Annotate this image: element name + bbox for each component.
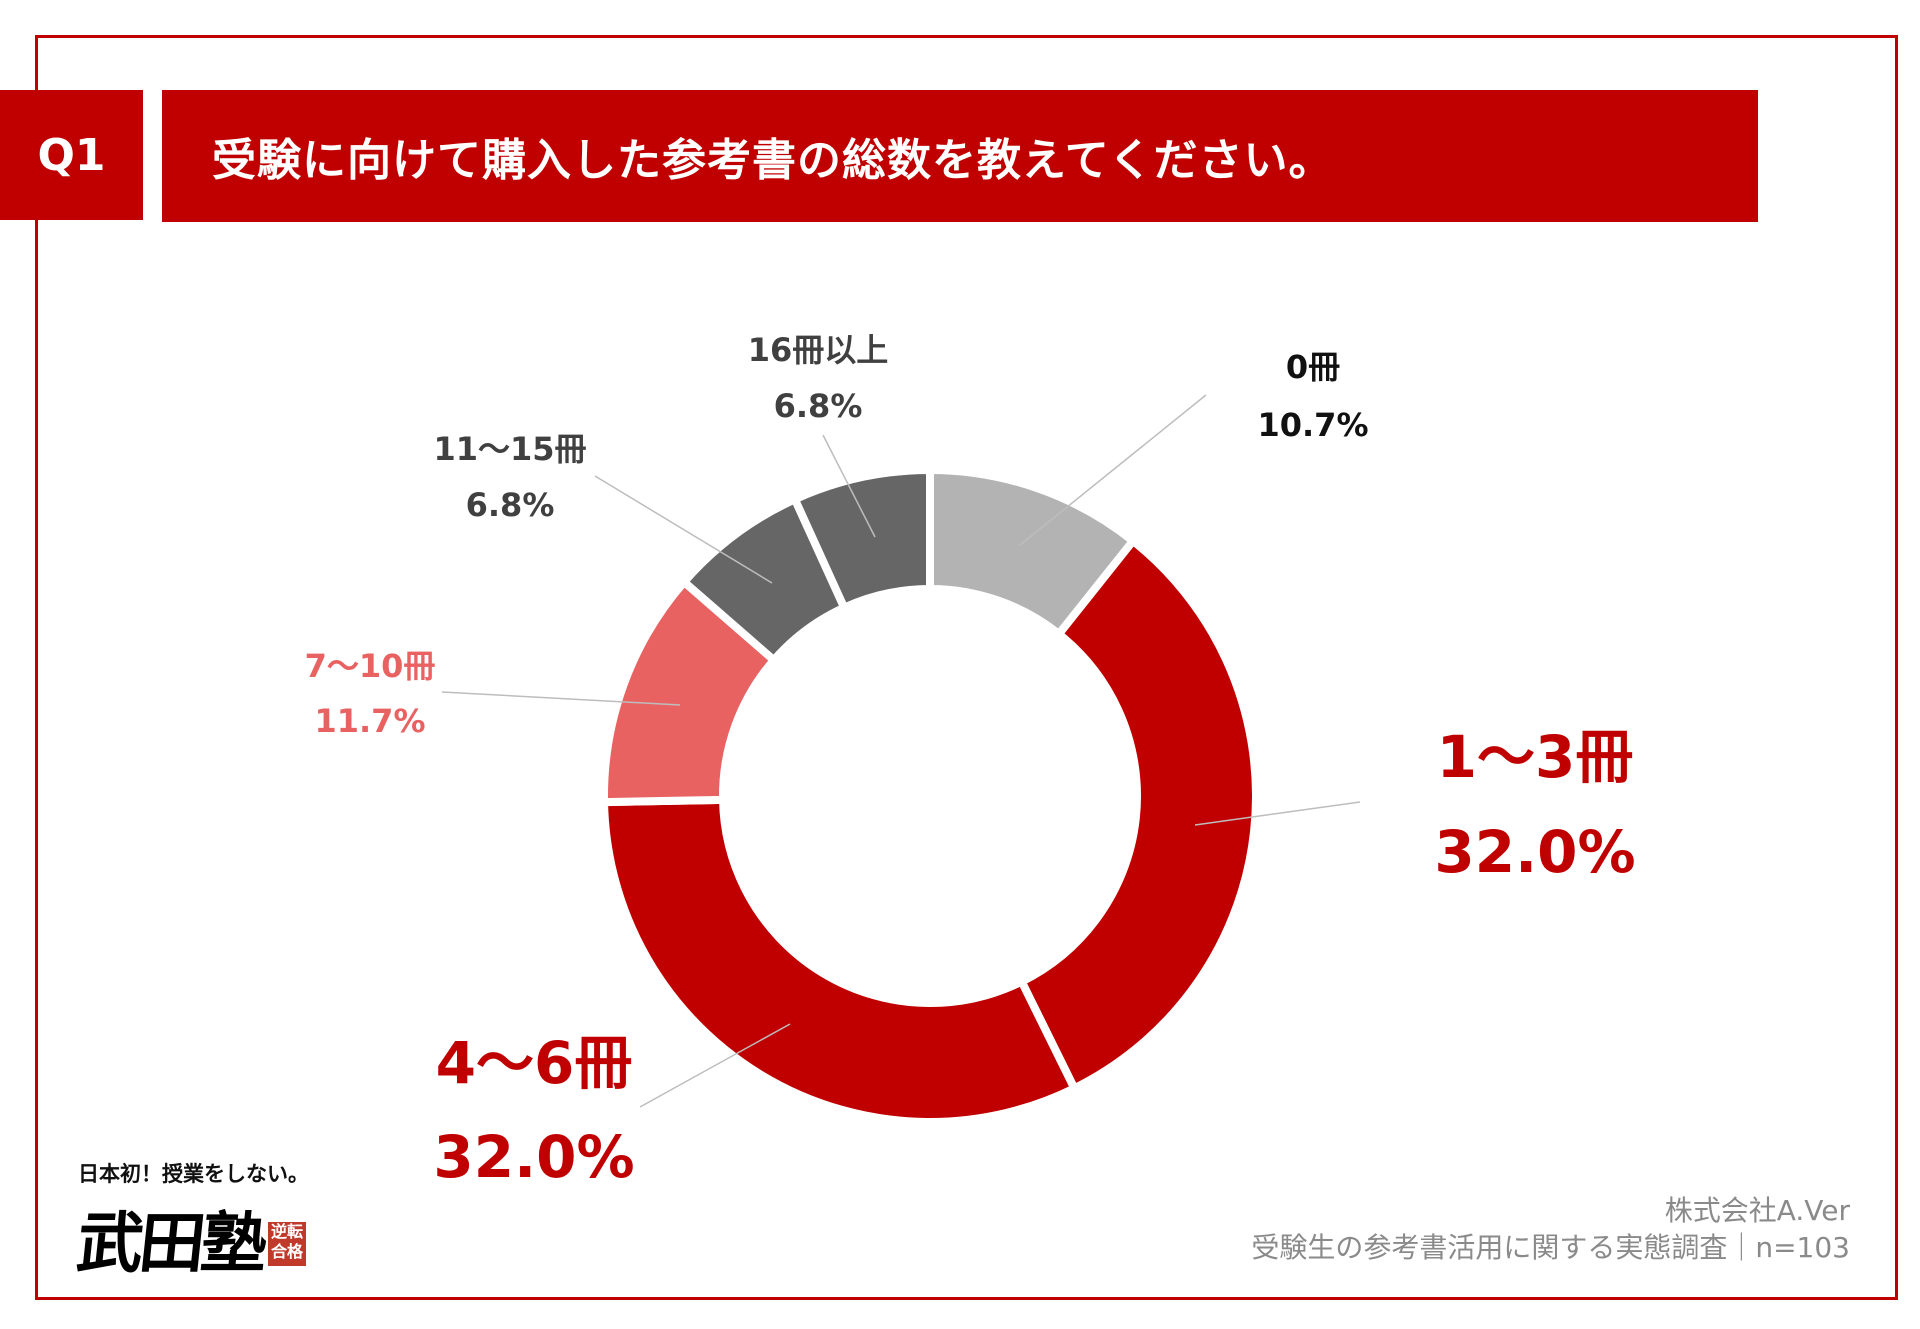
logo: 武田塾	[73, 1204, 268, 1282]
category-label-3: 7〜10冊	[304, 647, 436, 685]
category-label-5: 16冊以上	[747, 331, 889, 369]
leader-line-2	[639, 1023, 791, 1108]
category-label-0: 0冊	[1285, 348, 1341, 386]
leader-line-0	[1019, 394, 1207, 546]
donut-slice-5	[789, 465, 934, 613]
category-label-4: 11〜15冊	[433, 430, 587, 468]
logo-stamp: 逆転合格	[268, 1222, 306, 1266]
frame-border	[35, 35, 1898, 1300]
question-title: 受験に向けて購入した参考書の総数を教えてください。	[162, 90, 1758, 222]
leader-line-5	[822, 434, 876, 538]
leader-line-4	[594, 475, 773, 584]
donut-slice-1	[1016, 535, 1260, 1094]
value-label-2: 32.0%	[433, 1123, 635, 1191]
value-label-3: 11.7%	[314, 702, 426, 740]
donut-slice-2	[599, 795, 1080, 1126]
footer-company: 株式会社A.Ver	[1664, 1194, 1850, 1227]
category-label-2: 4〜6冊	[435, 1029, 633, 1097]
leader-line-3	[441, 691, 681, 706]
value-label-4: 6.8%	[465, 486, 555, 524]
value-label-0: 10.7%	[1257, 406, 1369, 444]
category-label-1: 1〜3冊	[1436, 723, 1634, 791]
value-label-1: 32.0%	[1434, 818, 1636, 886]
logo-tagline: 日本初！授業をしない。	[78, 1161, 309, 1186]
footer: 株式会社A.Ver 受験生の参考書活用に関する実態調査｜n=103	[1251, 1192, 1850, 1266]
footer-source: 受験生の参考書活用に関する実態調査｜n=103	[1251, 1231, 1850, 1264]
question-number: Q1	[0, 90, 143, 220]
leader-line-1	[1194, 801, 1361, 826]
value-label-5: 6.8%	[773, 387, 863, 425]
